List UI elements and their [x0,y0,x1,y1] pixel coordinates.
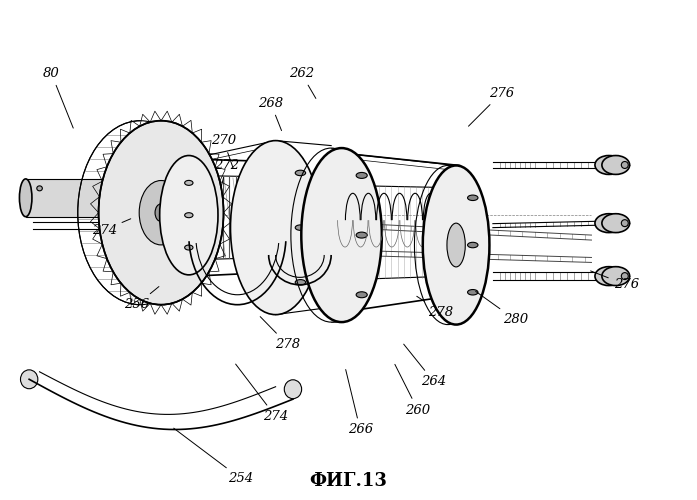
Ellipse shape [185,180,193,186]
Text: 276: 276 [468,87,514,126]
Ellipse shape [447,223,466,267]
Text: 268: 268 [258,97,283,130]
Text: 262: 262 [289,67,316,98]
Text: 260: 260 [395,364,431,416]
Ellipse shape [621,162,628,168]
Ellipse shape [356,232,367,238]
Text: 280: 280 [476,292,528,326]
Text: 80: 80 [43,67,73,128]
Ellipse shape [296,225,305,230]
Ellipse shape [468,242,478,248]
Ellipse shape [423,166,489,324]
Ellipse shape [602,156,629,174]
Ellipse shape [595,266,622,285]
Ellipse shape [621,272,628,280]
Text: 276: 276 [590,271,638,291]
Ellipse shape [231,140,321,314]
Text: ФИГ.13: ФИГ.13 [309,472,388,490]
Text: 278: 278 [417,296,453,318]
Ellipse shape [595,156,622,174]
Text: 270: 270 [211,134,236,168]
Text: 274: 274 [91,219,131,236]
Ellipse shape [139,180,183,245]
Ellipse shape [595,214,622,233]
Ellipse shape [185,212,193,218]
Ellipse shape [20,370,38,388]
Ellipse shape [20,179,32,216]
Text: 256: 256 [124,286,159,311]
Ellipse shape [621,220,628,226]
Text: 278: 278 [260,316,300,351]
Polygon shape [26,179,123,216]
Ellipse shape [296,280,305,285]
Text: 264: 264 [404,344,447,389]
Text: 254: 254 [174,428,254,485]
Text: 266: 266 [346,370,373,436]
Text: 274: 274 [236,364,288,423]
Ellipse shape [160,156,218,275]
Ellipse shape [468,290,478,295]
Ellipse shape [98,120,224,304]
Ellipse shape [602,214,629,233]
Ellipse shape [155,204,167,222]
Ellipse shape [185,245,193,250]
Ellipse shape [243,170,295,285]
Ellipse shape [602,266,629,285]
Ellipse shape [468,195,478,200]
Ellipse shape [284,380,302,398]
Ellipse shape [37,186,43,191]
Ellipse shape [301,148,382,322]
Ellipse shape [356,172,367,178]
Text: 272: 272 [215,159,240,188]
Ellipse shape [356,292,367,298]
Ellipse shape [296,170,305,175]
